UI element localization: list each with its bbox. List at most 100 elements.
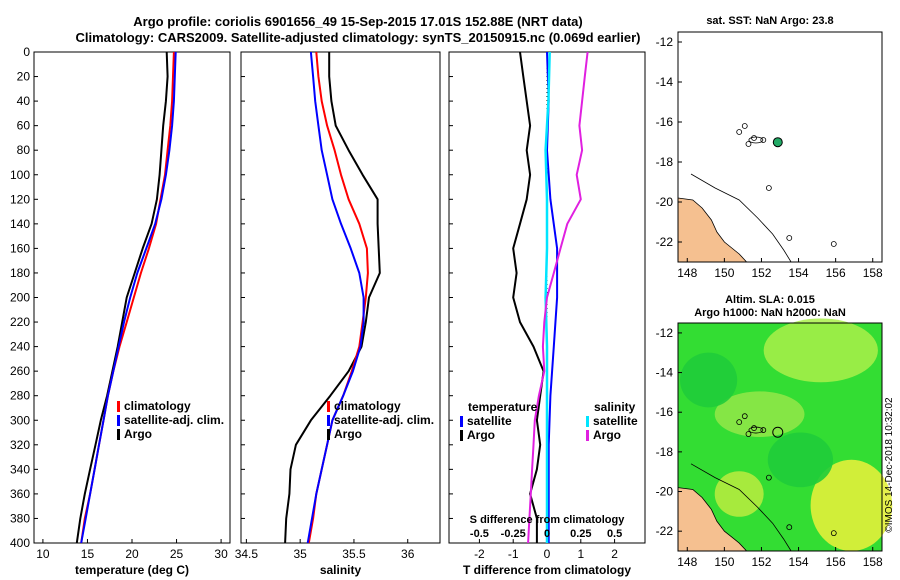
y-tick-label: -14 (656, 366, 674, 380)
x-tick-label: 25 (170, 547, 184, 561)
x-tick-label: 20 (125, 547, 139, 561)
x-tick-label: 30 (214, 547, 228, 561)
y-tick-label: 80 (17, 143, 31, 157)
legend-salinity-header: salinity (594, 400, 636, 414)
legend-label: Argo (334, 427, 362, 441)
legend-label: Argo (124, 427, 152, 441)
argo-location-marker (772, 426, 784, 438)
y-tick-label: 400 (10, 536, 30, 550)
legend-swatch (327, 401, 330, 412)
y-tick-label: -16 (656, 115, 674, 129)
legend-label: climatology (334, 399, 401, 413)
reef-island (736, 419, 743, 426)
y-tick-label: 120 (10, 192, 30, 206)
map-frame (677, 31, 883, 263)
legend-label: climatology (124, 399, 191, 413)
t-argo-diff-line (512, 51, 545, 543)
temperature-panel: 0 20 40 60 80 100 120 140 160 180 200 220 240 260 280 3… (10, 45, 231, 577)
sla-low-blob (680, 352, 738, 408)
legend-swatch (586, 430, 589, 441)
x-tick-label: 0 (544, 547, 551, 561)
reef-island (748, 426, 764, 434)
reef-island (745, 141, 752, 147)
y-tick-label: -20 (656, 485, 674, 499)
legend-swatch (117, 401, 120, 412)
x-tick-label: 152 (751, 266, 771, 280)
legend-swatch (460, 430, 463, 441)
legend-swatch (327, 415, 330, 426)
sla-map-title-1: Altim. SLA: 0.015 (725, 294, 815, 306)
reef-island (741, 123, 748, 129)
reef-island (736, 129, 743, 135)
y-tick-label: 0 (23, 45, 30, 59)
y-tick-label: 280 (10, 389, 30, 403)
sla-map-title-2: Argo h1000: NaN h2000: NaN (694, 307, 846, 319)
legend-label: satellite-adj. clim. (124, 413, 224, 427)
x-tick-label: 150 (714, 266, 734, 280)
x-tick-label: 1 (577, 547, 584, 561)
x-tick-label: 158 (863, 266, 883, 280)
x-axis-label: T difference from climatology (463, 563, 631, 577)
legend-label: Argo (593, 428, 621, 442)
map-frame (677, 322, 883, 552)
y-tick-label: 140 (10, 217, 30, 231)
y-tick-label: 160 (10, 241, 30, 255)
y-tick-label: 340 (10, 462, 30, 476)
x-tick-label: -1 (508, 547, 519, 561)
reef-island (745, 431, 752, 437)
y-tick-label: 360 (10, 487, 30, 501)
y-tick-label: 300 (10, 413, 30, 427)
shelf-contour (690, 463, 792, 552)
sla-high-blob (763, 318, 878, 383)
y-tick-label: -14 (656, 75, 674, 89)
y-tick-label: -16 (656, 405, 674, 419)
sla-high-blob (810, 459, 893, 551)
sst-map: 148 150 152 154 156 158 -12 -14 -16 -18 -20 -22 (656, 31, 883, 280)
reef-island (765, 474, 772, 481)
s-tick-label: -0.5 (470, 528, 489, 540)
legend-label: satellite (593, 414, 638, 428)
sla-high-blob (714, 391, 805, 438)
legend-swatch (327, 429, 330, 440)
y-tick-label: -22 (656, 524, 674, 538)
s-axis-label: S difference from climatology (470, 514, 626, 526)
x-tick-label: 152 (751, 555, 771, 569)
legend-label: satellite-adj. clim. (334, 413, 434, 427)
legend-label: satellite (467, 414, 512, 428)
sla-low-blob (767, 432, 834, 488)
x-tick-label: 148 (677, 555, 697, 569)
s-tick-label: 0 (544, 528, 550, 540)
x-tick-label: 15 (81, 547, 95, 561)
argo-line (75, 51, 169, 544)
x-tick-label: 35.5 (342, 547, 366, 561)
credit-text: ©IMOS 14-Dec-2018 10:32:02 (884, 397, 895, 533)
y-tick-label: 100 (10, 168, 30, 182)
y-tick-label: -12 (656, 35, 674, 49)
satellite-line (306, 51, 365, 544)
y-tick-label: 60 (17, 119, 31, 133)
y-tick-label: 380 (10, 511, 30, 525)
x-axis-label: temperature (deg C) (75, 563, 189, 577)
satellite-line (80, 51, 177, 544)
y-tick-label: -22 (656, 235, 674, 249)
title-line-2: Climatology: CARS2009. Satellite-adjuste… (76, 30, 641, 45)
x-tick-label: 154 (789, 555, 809, 569)
y-tick-label: 320 (10, 438, 30, 452)
y-tick-label: -12 (656, 326, 674, 340)
shelf-contour (690, 173, 792, 263)
difference-panel: -2 -1 0 1 2 T difference from climatology -0.5… (448, 51, 646, 577)
plot-frame (33, 51, 231, 544)
y-tick-label: 200 (10, 291, 30, 305)
y-tick-label: 40 (17, 94, 31, 108)
reef-island (741, 413, 748, 420)
reef-island (786, 235, 793, 241)
x-tick-label: 154 (789, 266, 809, 280)
x-tick-label: 158 (863, 555, 883, 569)
x-tick-label: 34.5 (235, 547, 259, 561)
reef-island (751, 135, 757, 141)
y-tick-label: -20 (656, 195, 674, 209)
s-tick-label: -0.25 (501, 528, 526, 540)
reef-island (760, 427, 767, 433)
x-tick-label: 156 (826, 555, 846, 569)
